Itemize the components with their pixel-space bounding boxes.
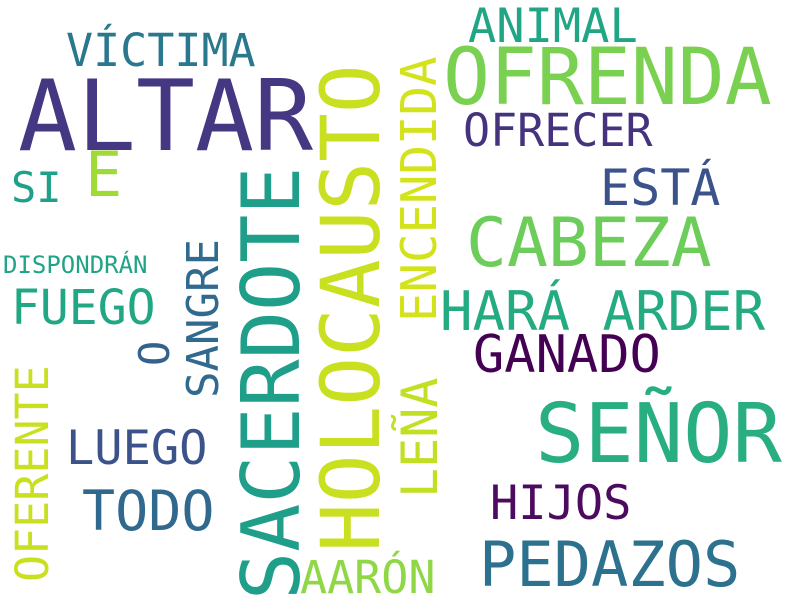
word-esta: ESTÁ <box>600 159 721 217</box>
word-sacerdote: SACERDOTE <box>225 166 318 600</box>
word-e: E <box>85 138 123 211</box>
word-pedazos: PEDAZOS <box>479 528 741 600</box>
word-lena: LEÑA <box>391 377 449 498</box>
word-si: SI <box>11 163 62 212</box>
word-hara-arder: HARÁ ARDER <box>440 280 766 343</box>
word-luego: LUEGO <box>66 421 208 476</box>
word-aaron: AARÓN <box>300 551 436 600</box>
word-altar: ALTAR <box>18 60 314 174</box>
word-ofrecer: OFRECER <box>463 104 653 157</box>
word-holocausto: HOLOCAUSTO <box>305 64 399 552</box>
word-fuego: FUEGO <box>11 280 156 336</box>
word-todo: TODO <box>82 479 215 543</box>
word-victima: VÍCTIMA <box>66 24 256 77</box>
word-senor: SEÑOR <box>535 387 782 482</box>
word-o: O <box>130 340 179 366</box>
word-sangre: SANGRE <box>178 239 229 398</box>
word-hijos: HIJOS <box>490 476 632 531</box>
word-cabeza: CABEZA <box>466 204 712 283</box>
word-ganado: GANADO <box>473 325 661 385</box>
word-animal: ANIMAL <box>468 0 638 54</box>
word-ofrenda: OFRENDA <box>443 33 772 123</box>
word-oferente: OFERENTE <box>6 365 59 582</box>
word-encendida: ENCENDIDA <box>391 56 448 322</box>
word-dispondran: DISPONDRÁN <box>3 251 148 279</box>
